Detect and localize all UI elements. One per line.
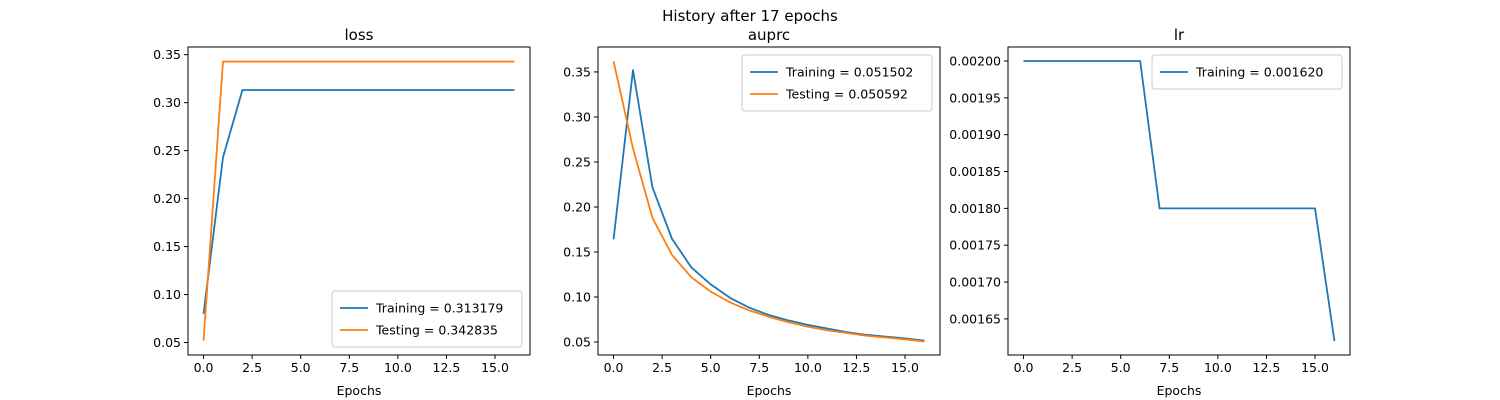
x-tick-label: 10.0 [384,360,412,375]
y-tick-label: 0.00175 [949,238,1001,253]
y-tick-label: 0.00195 [949,90,1001,105]
y-tick-label: 0.30 [153,95,181,110]
x-tick-label: 15.0 [1301,360,1329,375]
x-axis-label: Epochs [747,383,792,398]
y-tick-label: 0.00190 [949,127,1001,142]
y-tick-label: 0.20 [563,199,591,214]
y-tick-label: 0.00185 [949,164,1001,179]
chart-title: lr [1174,26,1185,44]
legend-box [741,54,933,112]
legend-box [331,290,523,348]
chart-auprc: auprc 0.0 2.5 5.0 7.5 10.0 12.5 15.0 0.05 0.10 0.1… [563,26,941,398]
legend-label: Testing = 0.050592 [785,87,908,102]
legend-label: Training = 0.001620 [1195,65,1323,80]
legend-box [1151,54,1343,90]
chart-lr: lr 0.0 2.5 5.0 7.5 10.0 12.5 15.0 0.00165 0.00170… [949,26,1351,398]
legend: Training = 0.001620 [1151,54,1343,90]
x-axis-label: Epochs [1157,383,1202,398]
x-tick-label: 12.5 [1253,360,1281,375]
legend-label: Testing = 0.342835 [375,323,498,338]
legend: Training = 0.313179 Testing = 0.342835 [331,290,523,348]
x-tick-label: 2.5 [1062,360,1082,375]
x-tick-label: 5.0 [291,360,311,375]
y-tick-label: 0.00170 [949,275,1001,290]
y-tick-label: 0.30 [563,109,591,124]
series-line-training [1023,60,1336,342]
x-tick-label: 0.0 [1014,360,1034,375]
y-tick-label: 0.00165 [949,311,1001,326]
x-tick-label: 15.0 [891,360,919,375]
y-tick-label: 0.10 [153,287,181,302]
series-line-testing [612,60,925,343]
chart-title: loss [345,26,374,44]
x-tick-label: 7.5 [749,360,769,375]
legend-label: Training = 0.313179 [375,301,503,316]
axes-frame [597,46,941,356]
y-tick-label: 0.35 [153,47,181,62]
x-tick-label: 7.5 [339,360,359,375]
x-tick-label: 0.0 [194,360,214,375]
x-tick-label: 5.0 [701,360,721,375]
legend-label: Training = 0.051502 [785,65,913,80]
x-tick-label: 15.0 [481,360,509,375]
x-tick-label: 12.5 [433,360,461,375]
y-tick-label: 0.25 [563,154,591,169]
x-tick-label: 7.5 [1159,360,1179,375]
y-tick-label: 0.10 [563,290,591,305]
x-axis-label: Epochs [337,383,382,398]
legend: Training = 0.051502 Testing = 0.050592 [741,54,933,112]
series-line-training [202,89,515,314]
x-tick-label: 2.5 [242,360,262,375]
x-tick-label: 5.0 [1111,360,1131,375]
y-tick-label: 0.05 [563,335,591,350]
x-tick-label: 10.0 [794,360,822,375]
y-tick-label: 0.00200 [949,54,1001,69]
y-tick-label: 0.05 [153,335,181,350]
y-tick-label: 0.15 [563,245,591,260]
y-tick-label: 0.00180 [949,201,1001,216]
axes-frame [1007,46,1351,356]
axes-frame [187,46,531,356]
x-tick-label: 0.0 [604,360,624,375]
x-tick-label: 12.5 [843,360,871,375]
charts-group: loss 0.0 2.5 5.0 7.5 10.0 12.5 15.0 0.05 0.10 0.15… [153,26,1351,398]
y-tick-label: 0.15 [153,239,181,254]
series-line-testing [202,60,515,341]
y-tick-label: 0.20 [153,191,181,206]
chart-loss: loss 0.0 2.5 5.0 7.5 10.0 12.5 15.0 0.05 0.10 0.15… [153,26,531,398]
chart-title: auprc [748,26,790,44]
figure-suptitle: History after 17 epochs [662,7,838,25]
x-tick-label: 10.0 [1204,360,1232,375]
y-tick-label: 0.25 [153,143,181,158]
y-tick-label: 0.35 [563,64,591,79]
x-tick-label: 2.5 [652,360,672,375]
